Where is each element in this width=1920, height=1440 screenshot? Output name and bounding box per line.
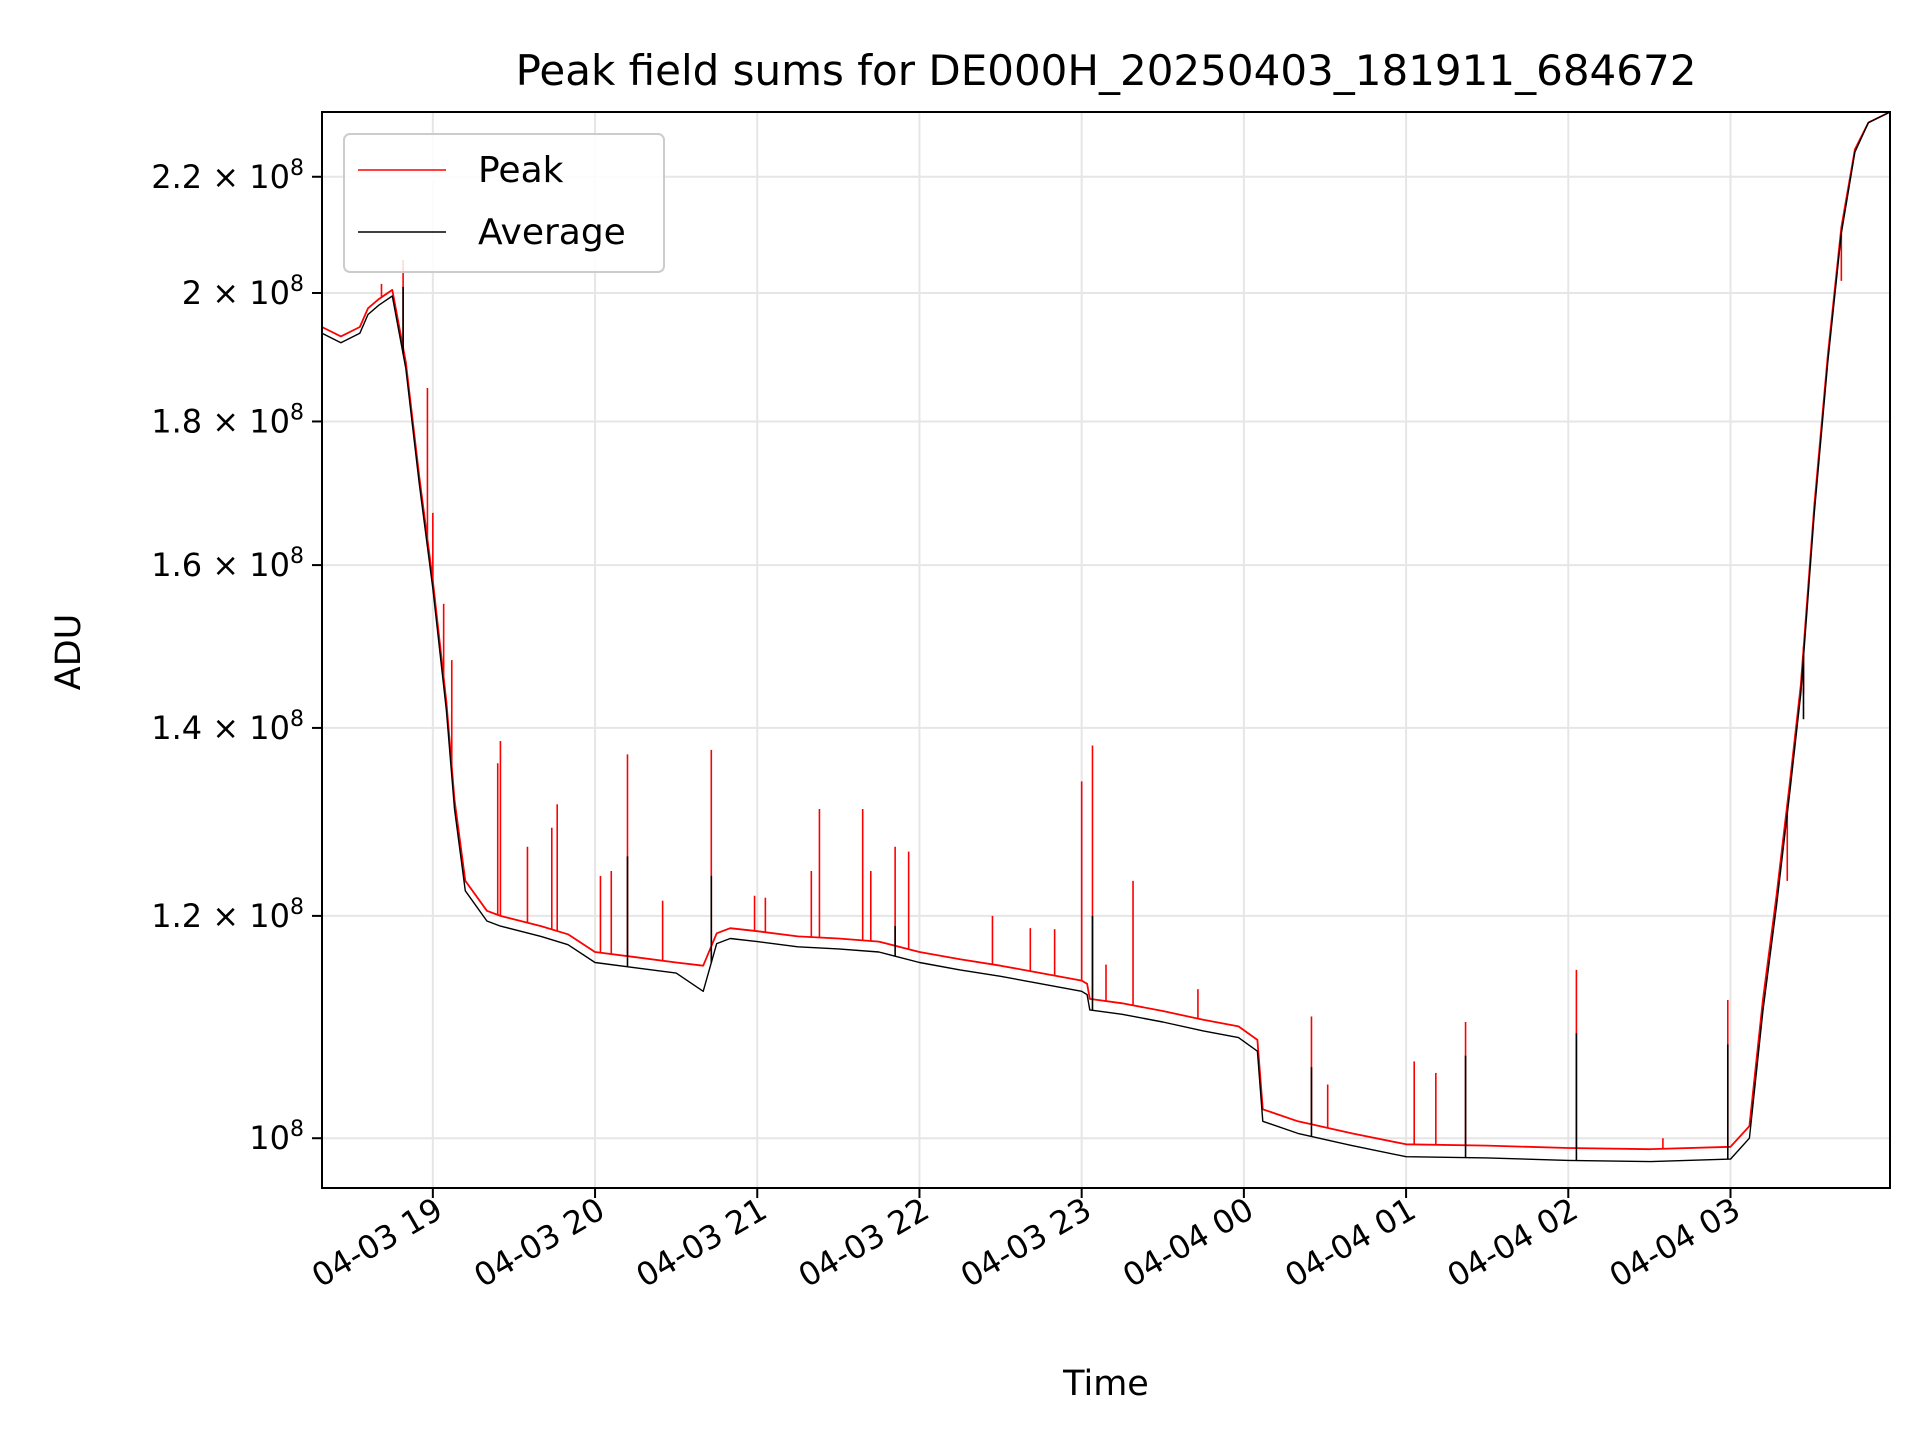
legend-label-average: Average: [478, 212, 626, 253]
chart-title: Peak field sums for DE000H_20250403_1819…: [516, 46, 1697, 95]
x-tick-label: 04-04 01: [1278, 1190, 1422, 1295]
x-tick-label: 04-03 21: [630, 1190, 774, 1295]
y-tick-label: 1.8 × 108: [151, 400, 304, 440]
x-axis-label: Time: [1062, 1364, 1149, 1404]
x-tick-label: 04-03 19: [305, 1190, 449, 1295]
y-tick-label: 1.2 × 108: [151, 895, 304, 935]
plot-frame: [321, 111, 1891, 1189]
x-tick-label: 04-04 03: [1603, 1190, 1747, 1295]
x-tick-label: 04-04 00: [1116, 1190, 1260, 1295]
y-tick-label: 108: [249, 1117, 304, 1157]
y-tick-label: 2 × 108: [182, 272, 304, 312]
series-layer: [321, 111, 1891, 1163]
legend: Peak Average: [343, 133, 665, 273]
x-tick-label: 04-03 20: [467, 1190, 611, 1295]
y-tick-label: 1.6 × 108: [151, 544, 304, 584]
y-tick-label: 2.2 × 108: [151, 156, 304, 196]
x-axis-ticks: 04-03 19 04-03 20 04-03 21 04-03 22 04-03 23…: [305, 1188, 1746, 1295]
series-peak-line: [321, 111, 1891, 1151]
y-tick-label: 1.4 × 108: [151, 707, 304, 747]
y-axis-label: ADU: [49, 614, 89, 691]
legend-box: [343, 133, 665, 273]
grid: [322, 112, 1890, 1188]
x-tick-label: 04-04 02: [1441, 1190, 1585, 1295]
legend-label-peak: Peak: [478, 150, 564, 191]
x-tick-label: 04-03 22: [792, 1190, 936, 1295]
series-average-line: [321, 111, 1891, 1163]
y-axis-ticks: 108 1.2 × 108 1.4 × 108 1.6 × 108 1.8 × 108 2…: [151, 156, 322, 1157]
x-tick-label: 04-03 23: [954, 1190, 1098, 1295]
